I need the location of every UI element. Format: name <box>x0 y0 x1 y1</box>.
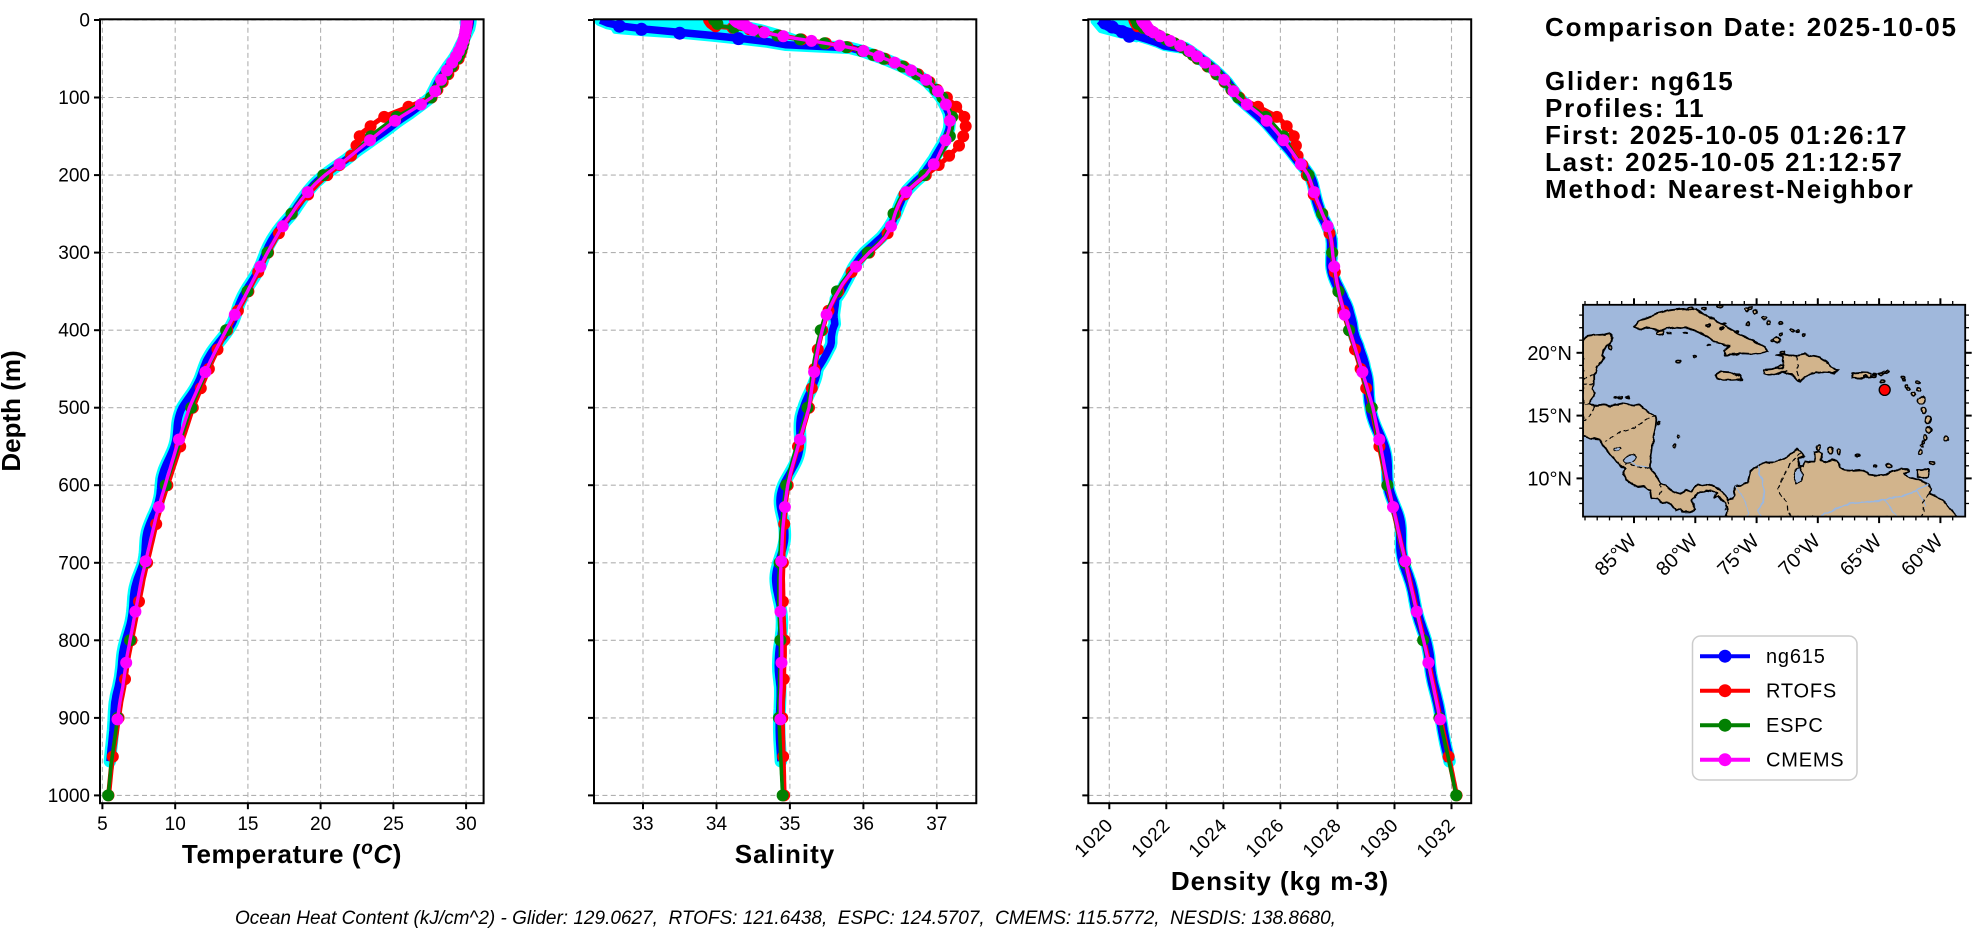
svg-text:600: 600 <box>58 476 90 497</box>
svg-text:20°N: 20°N <box>1527 343 1572 365</box>
svg-text:Ocean Heat Content (kJ/cm^2) -: Ocean Heat Content (kJ/cm^2) - Glider: 1… <box>235 908 1336 929</box>
svg-text:300: 300 <box>58 243 90 264</box>
svg-text:20: 20 <box>310 814 331 835</box>
svg-text:15: 15 <box>237 814 258 835</box>
svg-text:900: 900 <box>58 708 90 729</box>
svg-text:5: 5 <box>97 814 108 835</box>
svg-text:200: 200 <box>58 166 90 187</box>
svg-text:35: 35 <box>779 814 800 835</box>
svg-text:10°N: 10°N <box>1527 468 1572 490</box>
svg-text:Last: 2025-10-05 21:12:57: Last: 2025-10-05 21:12:57 <box>1545 147 1904 177</box>
svg-text:36: 36 <box>853 814 874 835</box>
svg-text:30: 30 <box>456 814 477 835</box>
svg-text:Method: Nearest-Neighbor: Method: Nearest-Neighbor <box>1545 174 1915 204</box>
svg-text:CMEMS: CMEMS <box>1766 750 1844 772</box>
svg-text:1000: 1000 <box>48 786 90 807</box>
svg-text:800: 800 <box>58 631 90 652</box>
svg-text:ng615: ng615 <box>1766 646 1826 668</box>
svg-text:First: 2025-10-05 01:26:17: First: 2025-10-05 01:26:17 <box>1545 120 1908 150</box>
svg-text:Glider: ng615: Glider: ng615 <box>1545 66 1735 96</box>
svg-text:Depth (m): Depth (m) <box>0 350 26 471</box>
svg-text:37: 37 <box>926 814 947 835</box>
svg-text:10: 10 <box>165 814 186 835</box>
svg-text:Salinity: Salinity <box>735 839 835 869</box>
svg-text:400: 400 <box>58 321 90 342</box>
svg-text:Profiles: 11: Profiles: 11 <box>1545 93 1705 123</box>
svg-text:34: 34 <box>706 814 728 835</box>
svg-text:Density (kg m-3): Density (kg m-3) <box>1171 866 1389 896</box>
svg-text:Comparison Date: 2025-10-05: Comparison Date: 2025-10-05 <box>1545 12 1958 42</box>
svg-text:100: 100 <box>58 88 90 109</box>
svg-text:RTOFS: RTOFS <box>1766 681 1837 703</box>
svg-text:500: 500 <box>58 398 90 419</box>
svg-text:0: 0 <box>79 11 90 32</box>
svg-text:25: 25 <box>383 814 404 835</box>
svg-text:700: 700 <box>58 553 90 574</box>
svg-text:15°N: 15°N <box>1527 406 1572 428</box>
svg-text:33: 33 <box>632 814 653 835</box>
svg-text:ESPC: ESPC <box>1766 715 1824 737</box>
